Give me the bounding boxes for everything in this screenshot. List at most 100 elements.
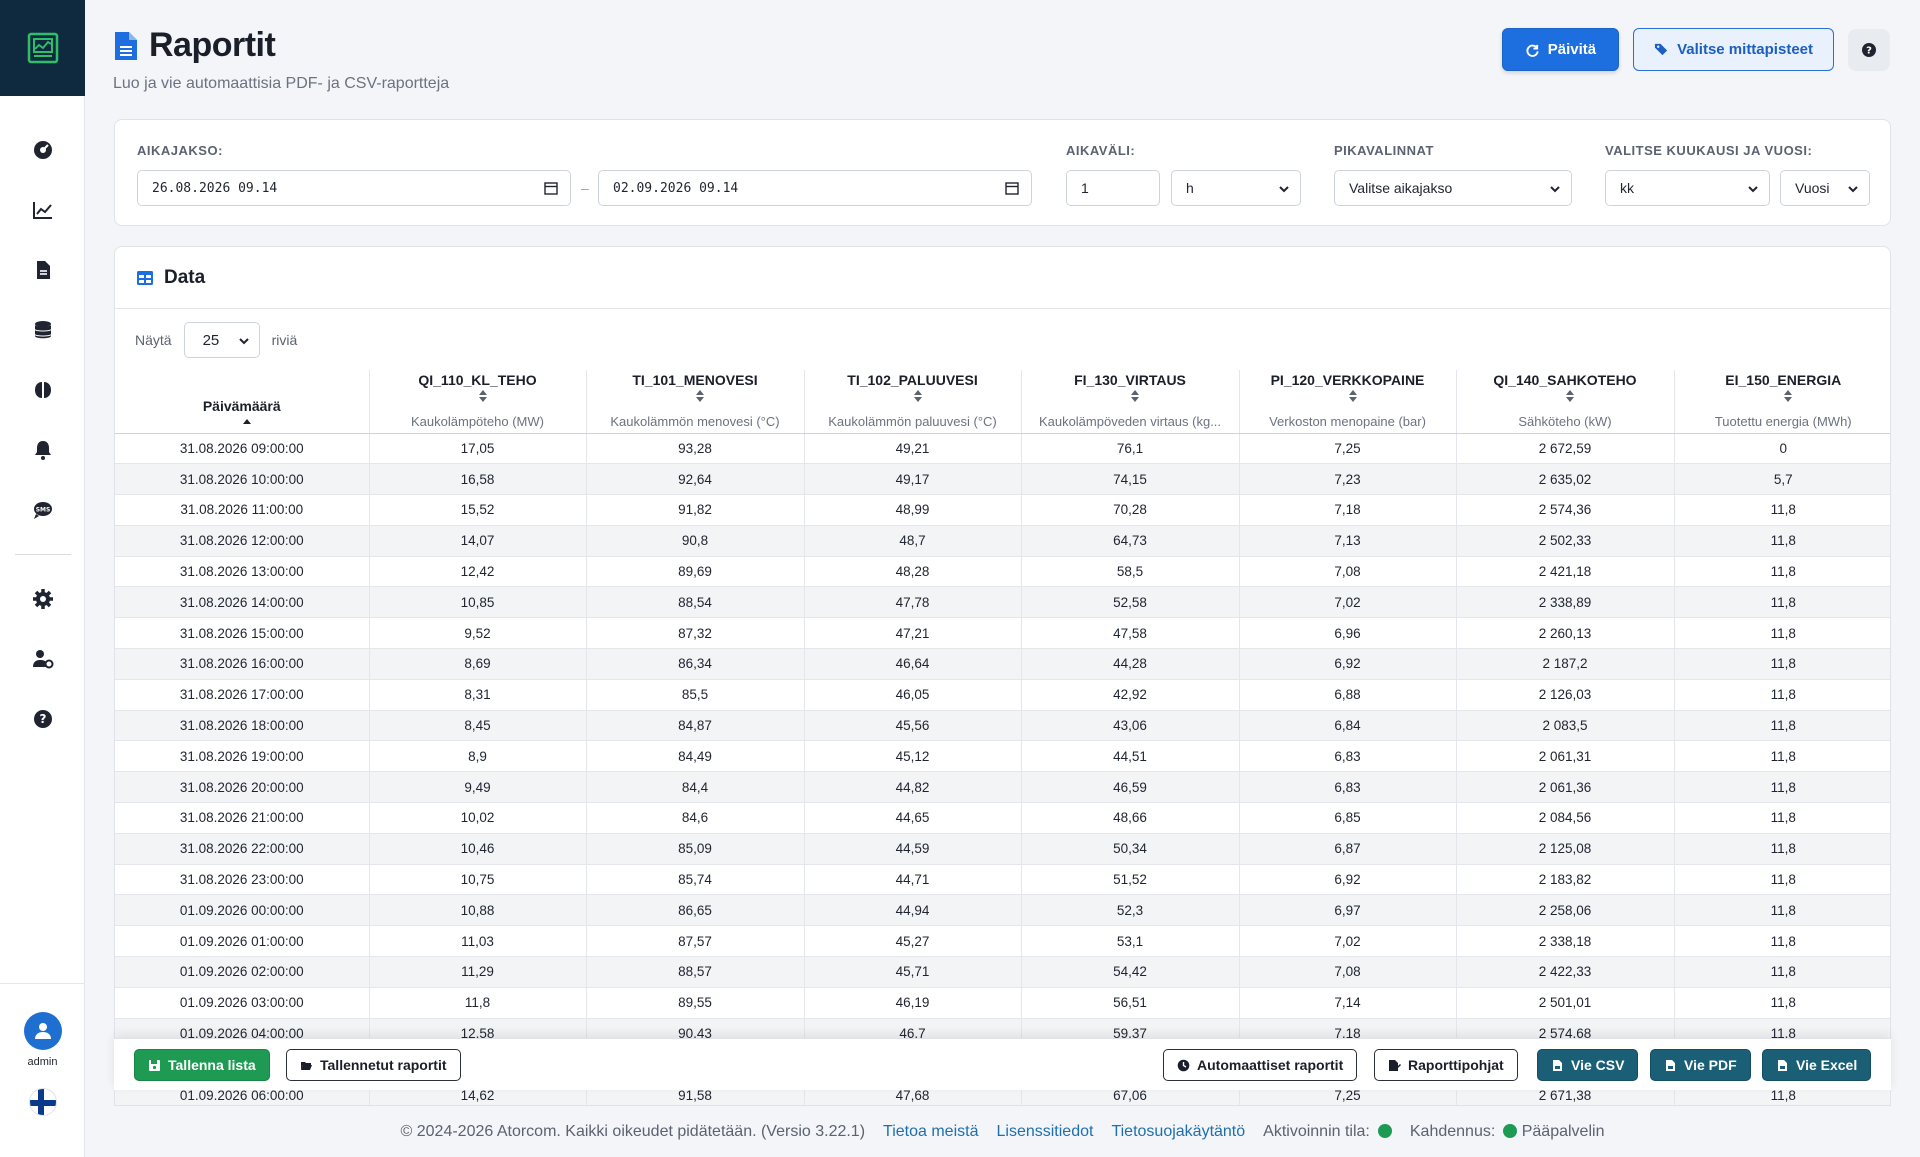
sort-icon[interactable]: [1131, 389, 1139, 402]
help-button[interactable]: ?: [1848, 28, 1890, 71]
column-header[interactable]: TI_101_MENOVESI Kaukolämmön menovesi (°C): [586, 370, 805, 434]
user-avatar[interactable]: [23, 1012, 62, 1050]
saved-reports-button[interactable]: Tallennetut raportit: [286, 1049, 461, 1081]
cell-value: 6,88: [1239, 679, 1457, 711]
nav-trends[interactable]: [0, 180, 85, 240]
sort-icon[interactable]: [1348, 389, 1357, 402]
column-header[interactable]: PI_120_VERKKOPAINE Verkoston menopaine (b…: [1239, 370, 1457, 434]
interval-unit-select[interactable]: h: [1171, 170, 1301, 206]
sort-icon[interactable]: [1784, 389, 1793, 402]
quick-select[interactable]: Valitse aikajakso: [1334, 170, 1572, 206]
cell-value: 7,25: [1239, 433, 1457, 465]
sort-icon[interactable]: [696, 389, 704, 402]
cell-value: 52,58: [1021, 586, 1240, 619]
column-description: Verkoston menopaine (bar): [1269, 413, 1426, 429]
cell-value: 84,49: [586, 740, 805, 773]
nav-dashboard[interactable]: [0, 120, 85, 180]
column-header[interactable]: EI_150_ENERGIA Tuotettu energia (MWh): [1674, 370, 1890, 434]
sort-icon[interactable]: [913, 389, 922, 402]
cell-value: 70,28: [1021, 494, 1240, 526]
refresh-button[interactable]: Päivitä: [1501, 28, 1620, 71]
cell-value: 48,28: [804, 556, 1022, 588]
cell-value: 44,94: [804, 894, 1022, 927]
end-datetime-input[interactable]: 02.09.2026 09.14: [598, 170, 1032, 206]
table-row: 31.08.2026 20:00:00 9,49 84,4 44,82 46,59 6,8…: [115, 771, 1890, 804]
privacy-link[interactable]: Tietosuojakäytäntö: [1111, 1122, 1246, 1140]
cell-value: 11,8: [1674, 956, 1890, 988]
month-select[interactable]: kk: [1605, 170, 1770, 206]
auto-reports-button[interactable]: Automaattiset raportit: [1163, 1049, 1358, 1081]
sort-asc-icon[interactable]: [242, 416, 251, 428]
app-logo[interactable]: [0, 0, 85, 96]
sort-icon[interactable]: [1566, 389, 1574, 402]
dashboard-icon: [33, 141, 52, 159]
license-link[interactable]: Lisenssitiedot: [996, 1122, 1094, 1140]
cell-timestamp: 01.09.2026 01:00:00: [115, 925, 370, 958]
cell-value: 6,92: [1239, 864, 1457, 896]
redundancy-value: Pääpalvelin: [1521, 1122, 1605, 1140]
cell-value: 42,92: [1021, 679, 1240, 711]
table-row: 31.08.2026 11:00:00 15,52 91,82 48,99 70,28 7…: [115, 494, 1890, 526]
logo-icon: [27, 32, 58, 64]
nav-database[interactable]: [0, 300, 85, 360]
cell-value: 53,1: [1021, 925, 1240, 958]
export-pdf-button[interactable]: Vie PDF: [1650, 1049, 1751, 1081]
save-list-button[interactable]: Tallenna lista: [134, 1049, 270, 1081]
brain-icon: [34, 382, 51, 398]
cell-value: 46,05: [804, 679, 1022, 711]
data-table: Päivämäärä QI_110_KL_TEHO Kaukolämpöteho (…: [115, 370, 1890, 1105]
cell-value: 2 260,13: [1456, 617, 1675, 650]
about-link[interactable]: Tietoa meistä: [883, 1122, 979, 1140]
nav-alarms[interactable]: [0, 420, 85, 480]
cell-timestamp: 31.08.2026 09:00:00: [115, 433, 370, 465]
sidebar-divider: [14, 554, 71, 555]
cell-value: 88,54: [586, 586, 805, 619]
export-excel-button[interactable]: Vie Excel: [1762, 1049, 1872, 1081]
column-header[interactable]: QI_140_SAHKOTEHO Sähköteho (kW): [1456, 370, 1675, 434]
cell-value: 11,8: [1674, 556, 1890, 588]
column-header[interactable]: TI_102_PALUUVESI Kaukolämmön paluuvesi (°…: [804, 370, 1022, 434]
nav-analytics[interactable]: [0, 360, 85, 420]
interval-value-input[interactable]: 1: [1066, 170, 1160, 206]
calendar-icon[interactable]: [1005, 181, 1019, 195]
table-row: 31.08.2026 13:00:00 12,42 89,69 48,28 58,5 7,…: [115, 556, 1890, 588]
cell-value: 2 421,18: [1456, 556, 1675, 588]
calendar-icon[interactable]: [544, 181, 558, 195]
table-row: 31.08.2026 22:00:00 10,46 85,09 44,59 50,34 6…: [115, 833, 1890, 865]
nav-sms[interactable]: SMS: [0, 480, 85, 540]
nav-help[interactable]: ?: [0, 689, 85, 749]
bell-icon: [34, 441, 51, 460]
file-report-icon: [115, 31, 137, 60]
page-size-select[interactable]: 25: [183, 322, 260, 358]
column-name: Päivämäärä: [202, 398, 281, 415]
finnish-flag-icon[interactable]: [28, 1088, 57, 1116]
sort-icon[interactable]: [478, 389, 487, 402]
clock-icon: [1177, 1059, 1190, 1071]
report-action-bar: Tallenna lista Tallennetut raportit Auto…: [114, 1038, 1891, 1090]
year-select[interactable]: Vuosi: [1780, 170, 1870, 206]
nav-settings[interactable]: [0, 569, 85, 629]
cell-value: 85,74: [586, 864, 805, 896]
nav-users[interactable]: [0, 629, 85, 689]
cell-value: 9,52: [369, 617, 587, 650]
cell-value: 88,57: [586, 956, 805, 988]
cell-value: 51,52: [1021, 864, 1240, 896]
export-csv-button[interactable]: Vie CSV: [1537, 1049, 1639, 1081]
column-header[interactable]: QI_110_KL_TEHO Kaukolämpöteho (MW): [369, 370, 587, 434]
activation-label: Aktivoinnin tila:: [1263, 1122, 1370, 1140]
cell-value: 45,12: [804, 740, 1022, 773]
table-row: 01.09.2026 00:00:00 10,88 86,65 44,94 52,3 6,…: [115, 894, 1890, 927]
cell-timestamp: 31.08.2026 13:00:00: [115, 556, 370, 588]
cell-value: 86,34: [586, 648, 805, 680]
report-templates-button[interactable]: Raporttipohjat: [1374, 1049, 1518, 1081]
table-row: 31.08.2026 17:00:00 8,31 85,5 46,05 42,92 6,8…: [115, 679, 1890, 711]
cell-value: 2 258,06: [1456, 894, 1675, 927]
range-separator: –: [581, 180, 589, 196]
column-header[interactable]: FI_130_VIRTAUS Kaukolämpöveden virtaus (k…: [1021, 370, 1240, 434]
nav-reports[interactable]: [0, 240, 85, 300]
column-description: Sähköteho (kW): [1518, 413, 1612, 429]
column-header-date[interactable]: Päivämäärä: [115, 370, 370, 434]
start-datetime-input[interactable]: 26.08.2026 09.14: [137, 170, 571, 206]
cell-timestamp: 01.09.2026 03:00:00: [115, 987, 370, 1019]
select-points-button[interactable]: Valitse mittapisteet: [1633, 28, 1834, 71]
